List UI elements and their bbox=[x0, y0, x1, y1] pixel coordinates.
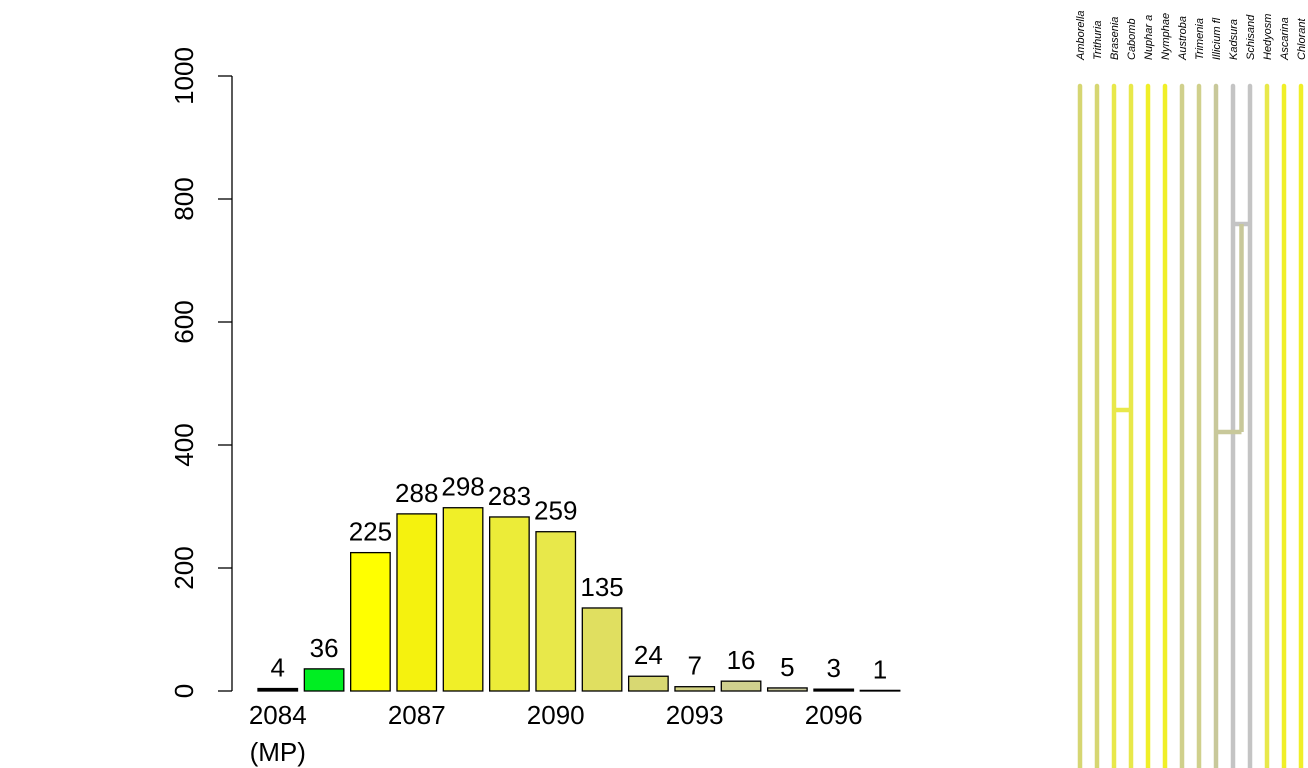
bar bbox=[535, 531, 577, 692]
bar-value-label: 5 bbox=[780, 652, 794, 682]
y-axis: 0 200 400 600 800 1000 bbox=[169, 47, 233, 698]
phylogeny-tree bbox=[1077, 83, 1304, 768]
bar bbox=[488, 516, 530, 692]
bar bbox=[581, 607, 623, 692]
y-tick-label: 400 bbox=[169, 423, 199, 466]
tip-label: Austroba bbox=[1177, 16, 1189, 61]
tip-label: Kadsura bbox=[1228, 19, 1240, 60]
tip-label: Trithuria bbox=[1092, 20, 1104, 60]
tip-label: Nuphar a bbox=[1143, 15, 1155, 60]
tip-label: Cabomb bbox=[1126, 18, 1138, 60]
bar bbox=[350, 551, 391, 692]
bar bbox=[766, 687, 808, 692]
bar-value-label: 16 bbox=[727, 645, 756, 675]
x-tick-labels: 2084 (MP) 2087 2090 2093 2096 bbox=[249, 700, 863, 767]
bar bbox=[303, 668, 345, 692]
bar-value-label: 24 bbox=[634, 640, 663, 670]
bar-value-label: 1 bbox=[873, 654, 887, 684]
x-tick-label: 2090 bbox=[527, 700, 585, 730]
x-tick-sublabel: (MP) bbox=[250, 737, 306, 767]
tip-label: Illicium fl bbox=[1211, 17, 1223, 60]
tip-label: Nymphae bbox=[1160, 13, 1172, 60]
y-tick-label: 800 bbox=[169, 177, 199, 220]
tip-label: Ascarina bbox=[1279, 17, 1291, 61]
bar bbox=[257, 687, 299, 692]
tip-label: Chlorant bbox=[1296, 17, 1308, 60]
bar-value-label: 36 bbox=[310, 633, 339, 663]
bar-series bbox=[257, 507, 901, 692]
y-tick-label: 1000 bbox=[169, 47, 199, 105]
tip-label: Hedyosm bbox=[1262, 14, 1274, 60]
tip-label: Trimenia bbox=[1194, 18, 1206, 60]
bar-value-label: 135 bbox=[580, 572, 623, 602]
tip-label: Schisand bbox=[1245, 14, 1257, 60]
bar-value-label: 4 bbox=[271, 653, 285, 683]
x-tick-label: 2084 bbox=[249, 700, 307, 730]
bar bbox=[442, 507, 484, 692]
tip-label: Amborella bbox=[1075, 10, 1087, 61]
bar-value-label: 288 bbox=[395, 478, 438, 508]
y-tick-label: 600 bbox=[169, 300, 199, 343]
x-tick-label: 2096 bbox=[805, 700, 863, 730]
bar-value-label: 283 bbox=[488, 481, 531, 511]
y-tick-label: 200 bbox=[169, 546, 199, 589]
bar-value-label: 3 bbox=[826, 653, 840, 683]
bar bbox=[627, 675, 669, 692]
bar bbox=[396, 513, 438, 692]
bar bbox=[720, 680, 762, 692]
y-tick-label: 0 bbox=[169, 684, 199, 698]
bar-value-label: 259 bbox=[534, 496, 577, 526]
bar bbox=[674, 686, 716, 692]
bar bbox=[859, 689, 901, 692]
bar-value-label: 298 bbox=[441, 472, 484, 502]
x-tick-label: 2087 bbox=[388, 700, 446, 730]
phylogeny-tip-labels: Amborella Trithuria Brasenia Cabomb Nuphar a… bbox=[1075, 10, 1308, 61]
x-tick-label: 2093 bbox=[666, 700, 724, 730]
bar-value-label: 225 bbox=[349, 517, 392, 547]
bar-value-label: 7 bbox=[687, 651, 701, 681]
tip-label: Brasenia bbox=[1109, 17, 1121, 60]
bar bbox=[813, 688, 855, 692]
